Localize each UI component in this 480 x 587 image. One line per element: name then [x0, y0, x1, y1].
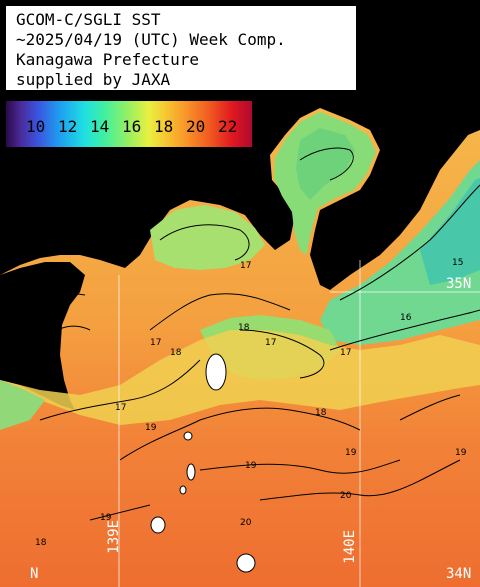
title-line-4: supplied by JAXA — [16, 70, 171, 89]
color-legend: 10 12 14 16 18 20 22 — [4, 99, 254, 149]
land-west-peninsula — [0, 262, 85, 410]
contour-label: 20 — [340, 491, 352, 501]
contour-label: 19 — [455, 448, 467, 458]
contour-label: 15 — [452, 258, 463, 268]
island-toshima — [183, 431, 193, 441]
corner-land-fragment — [440, 0, 480, 14]
contour-label: 16 — [355, 111, 367, 121]
contour-label: 15 — [330, 213, 341, 223]
contour-label: 18 — [30, 323, 42, 333]
latitude-label-34n: 34N — [446, 566, 472, 582]
legend-label-18: 18 — [154, 117, 174, 136]
longitude-label-139e: 139E — [106, 520, 122, 554]
contour-label: 18 — [315, 408, 327, 418]
contour-label: 18 — [70, 271, 82, 281]
contour-label: 19 — [245, 461, 257, 471]
contour-label: 18 — [238, 323, 250, 333]
island-niijima — [186, 463, 196, 481]
contour-label: 19 — [100, 513, 112, 523]
legend-label-12: 12 — [58, 117, 78, 136]
title-box: GCOM-C/SGLI SST ~2025/04/19 (UTC) Week C… — [4, 4, 358, 92]
latitude-label-35n: 35N — [446, 276, 472, 292]
contour-label: 17 — [240, 261, 251, 271]
contour-label: 18 — [170, 348, 182, 358]
island-oshima — [205, 353, 227, 391]
legend-label-20: 20 — [186, 117, 206, 136]
contour-label: 17 — [265, 338, 276, 348]
bay-water-inner — [296, 128, 355, 200]
island-shikinejima — [179, 485, 187, 495]
west-bay-water — [150, 205, 265, 270]
legend-label-22: 22 — [218, 117, 238, 136]
title-line-2: ~2025/04/19 (UTC) Week Comp. — [16, 30, 286, 49]
latitude-label-34n-left: N — [30, 566, 39, 582]
left-cool-coast — [0, 380, 45, 430]
contour-label: 19 — [345, 448, 357, 458]
contour-label: 17 — [150, 338, 161, 348]
legend-label-16: 16 — [122, 117, 142, 136]
contour-label: 20 — [240, 518, 252, 528]
contour-label: 18 — [35, 538, 47, 548]
title-line-1: GCOM-C/SGLI SST — [16, 10, 161, 29]
contour-label: 17 — [115, 403, 126, 413]
title-line-3: Kanagawa Prefecture — [16, 50, 200, 69]
legend-label-14: 14 — [90, 117, 110, 136]
island-miyakejima — [236, 553, 256, 573]
contour-lines — [4, 147, 480, 521]
contour-label: 17 — [340, 348, 351, 358]
east-coldest — [420, 178, 480, 285]
legend-label-10: 10 — [26, 117, 46, 136]
longitude-label-140e: 140E — [342, 530, 358, 564]
island-kozushima — [150, 516, 166, 534]
contour-label: 19 — [145, 423, 157, 433]
contour-label: 16 — [400, 313, 412, 323]
